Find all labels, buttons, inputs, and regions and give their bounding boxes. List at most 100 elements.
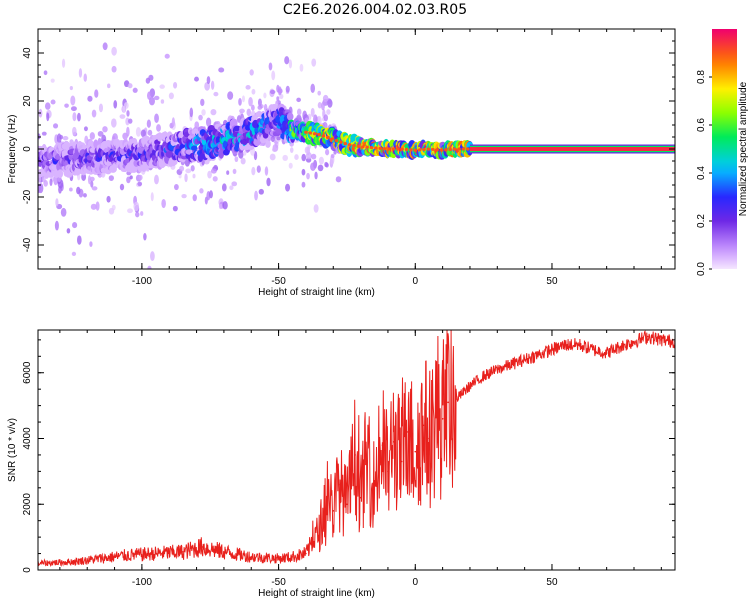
spectrogram-peak (430, 147, 435, 151)
spectrogram-noise (257, 98, 262, 107)
spectrogram-noise (240, 157, 246, 165)
spectrogram-noise (133, 201, 140, 212)
spectrogram-y-tick-label: -20 (22, 189, 33, 204)
spectrogram-noise (184, 173, 188, 183)
snr-trace (38, 330, 675, 567)
spectrogram-noise (243, 150, 247, 156)
spectrogram-noise (111, 118, 117, 128)
spectrogram-noise (173, 81, 178, 89)
spectrogram-noise (87, 175, 91, 185)
spectrogram-noise (72, 112, 77, 122)
spectrogram-noise (257, 105, 263, 110)
spectrogram-y-tick-label: 40 (22, 47, 33, 59)
spectrogram-y-tick-label: 20 (22, 95, 33, 107)
spectrogram-noise (288, 59, 293, 69)
spectrogram-noise (326, 109, 331, 115)
spectrogram-noise (160, 99, 165, 104)
spectrogram-peak (387, 147, 391, 151)
snr-y-tick-label: 0 (22, 567, 33, 573)
spectrogram-noise (53, 123, 59, 129)
spectrogram-noise (245, 85, 251, 90)
spectrogram-peak (330, 137, 334, 141)
snr-data-point (359, 496, 362, 499)
spectrogram-noise (212, 176, 218, 182)
snr-data-point (400, 460, 403, 463)
spectrogram-peak (457, 147, 461, 151)
spectrogram-peak (444, 148, 448, 152)
snr-data-point (564, 343, 567, 346)
snr-data-point (482, 375, 485, 377)
spectrogram-noise (310, 162, 316, 172)
spectrogram-noise (213, 91, 219, 97)
spectrogram-peak (334, 138, 339, 143)
spectrogram-noise (106, 195, 111, 203)
spectrogram-noise (126, 126, 130, 137)
snr-data-point (455, 398, 458, 400)
spectrogram-noise (194, 76, 199, 82)
spectrogram-noise (284, 56, 290, 65)
spectrogram-noise (203, 158, 210, 165)
spectrogram-noise (310, 107, 315, 117)
snr-data-point (250, 556, 253, 558)
spectrogram-noise (221, 183, 227, 192)
spectrogram-noise (269, 153, 276, 161)
spectrogram-noise (218, 67, 225, 73)
spectrogram-noise (49, 178, 53, 186)
spectrogram-noise (55, 198, 59, 207)
spectrogram-noise (229, 185, 234, 191)
snr-data-point (422, 424, 425, 427)
spectrogram-noise (161, 198, 166, 209)
spectrogram-noise (288, 162, 293, 169)
snr-data-point (469, 385, 471, 387)
spectrogram-noise (311, 58, 317, 67)
spectrogram-noise (199, 188, 204, 194)
spectrogram-noise (192, 173, 196, 179)
spectrogram-noise (64, 103, 69, 108)
spectrogram-noise (317, 164, 324, 172)
spectrogram-peak (325, 135, 330, 140)
spectrogram-noise (71, 251, 77, 257)
spectrogram-noise (313, 204, 319, 213)
colorbar-tick-label: 0.6 (696, 118, 707, 132)
snr-data-point (619, 345, 622, 348)
spectrogram-noise (61, 58, 66, 68)
snr-data-point (551, 348, 553, 351)
spectrogram-noise (111, 65, 117, 73)
spectrogram-noise (154, 174, 159, 185)
spectrogram-noise (98, 103, 104, 113)
spectrogram-noise (266, 177, 271, 187)
spectrogram-noise (67, 275, 72, 279)
spectrogram-noise (249, 69, 254, 76)
snr-data-point (447, 401, 449, 404)
spectrogram-noise (92, 269, 97, 276)
spectrogram-noise (270, 135, 275, 142)
spectrogram-peak (374, 146, 378, 150)
spectrogram-noise (69, 85, 73, 91)
spectrogram-noise (272, 147, 277, 152)
snr-x-axis-label: Height of straight line (km) (258, 588, 375, 599)
spectrogram-noise (50, 78, 55, 83)
spectrogram-peak (422, 147, 426, 152)
spectrogram-blob (74, 167, 81, 176)
spectrogram-noise (108, 175, 114, 181)
snr-data-point (127, 554, 130, 557)
spectrogram-noise (301, 168, 306, 176)
spectrogram-x-tick-label: -50 (271, 276, 286, 287)
snr-x-tick-label: -100 (132, 577, 152, 588)
spectrogram-x-tick-label: 0 (412, 276, 418, 287)
spectrogram-peak (339, 140, 343, 144)
spectrogram-noise (238, 97, 242, 106)
spectrogram-noise (192, 194, 197, 202)
spectrogram (38, 42, 675, 279)
spectrogram-noise (54, 220, 59, 231)
spectrogram-noise (269, 89, 276, 95)
spectrogram-noise (185, 168, 192, 174)
snr-y-tick-label: 4000 (22, 427, 33, 450)
spectrogram-noise (198, 114, 203, 121)
spectrogram-noise (258, 188, 264, 195)
spectrogram-noise (301, 181, 306, 188)
spectrogram-noise (265, 139, 271, 148)
snr-data-point (578, 343, 581, 346)
spectrogram-noise (90, 203, 97, 210)
spectrogram-noise (119, 183, 125, 191)
